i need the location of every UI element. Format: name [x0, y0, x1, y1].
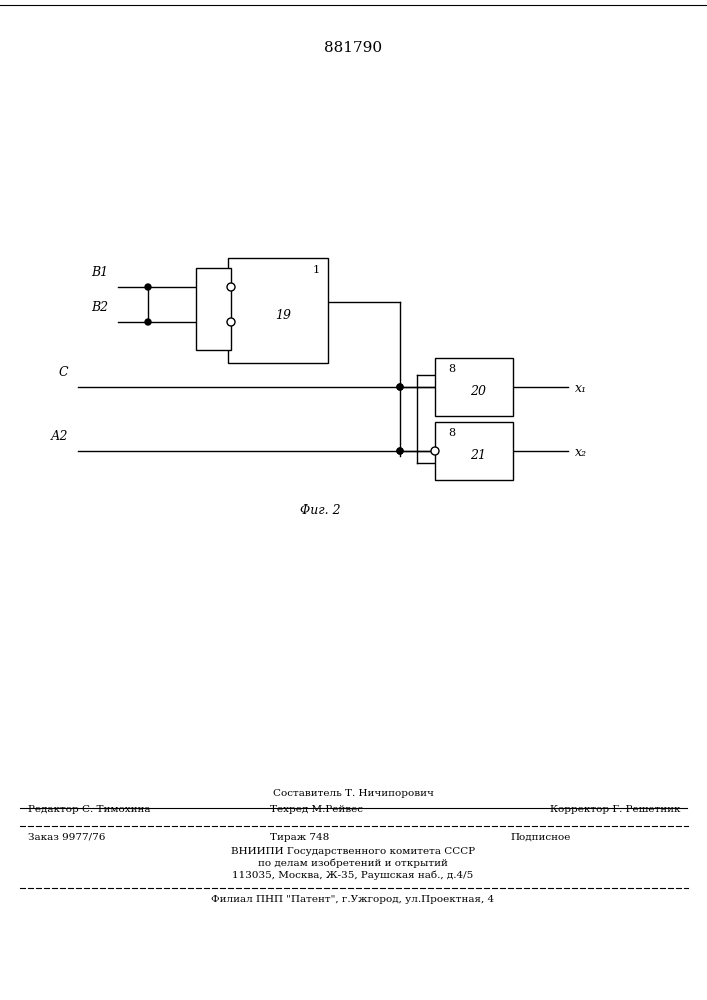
Text: x₂: x₂ — [575, 446, 587, 460]
Text: В2: В2 — [91, 301, 108, 314]
Text: 8: 8 — [449, 428, 456, 438]
Text: Филиал ПНП "Патент", г.Ужгород, ул.Проектная, 4: Филиал ПНП "Патент", г.Ужгород, ул.Проек… — [211, 896, 495, 904]
Text: x₁: x₁ — [575, 382, 587, 395]
Text: 21: 21 — [470, 449, 486, 462]
Text: Корректор Г. Решетник: Корректор Г. Решетник — [549, 806, 680, 814]
Text: Подписное: Подписное — [510, 832, 571, 842]
Bar — [228, 258, 328, 363]
Text: 1: 1 — [312, 265, 320, 275]
Text: В1: В1 — [91, 266, 108, 279]
Text: ВНИИПИ Государственного комитета СССР: ВНИИПИ Государственного комитета СССР — [231, 846, 475, 856]
Text: А2: А2 — [50, 430, 68, 443]
Text: 8: 8 — [449, 364, 456, 374]
Circle shape — [397, 448, 403, 454]
Circle shape — [145, 319, 151, 325]
Text: Техред М.Рейвес: Техред М.Рейвес — [270, 806, 363, 814]
Text: 19: 19 — [275, 309, 291, 322]
Text: 113035, Москва, Ж-35, Раушская наб., д.4/5: 113035, Москва, Ж-35, Раушская наб., д.4… — [233, 870, 474, 880]
Text: 20: 20 — [470, 385, 486, 398]
Bar — [435, 358, 513, 416]
Circle shape — [227, 318, 235, 326]
Text: Редактор С. Тимохина: Редактор С. Тимохина — [28, 806, 151, 814]
Circle shape — [227, 283, 235, 291]
Circle shape — [397, 384, 403, 390]
Circle shape — [431, 447, 439, 455]
Bar — [435, 422, 513, 480]
Text: Составитель Т. Ничипорович: Составитель Т. Ничипорович — [273, 788, 433, 798]
Text: 881790: 881790 — [324, 41, 382, 55]
Text: Тираж 748: Тираж 748 — [270, 832, 329, 842]
Circle shape — [397, 448, 403, 454]
Bar — [196, 268, 231, 350]
Circle shape — [397, 384, 403, 390]
Text: С: С — [59, 366, 68, 379]
Text: по делам изобретений и открытий: по делам изобретений и открытий — [258, 858, 448, 868]
Text: Заказ 9977/76: Заказ 9977/76 — [28, 832, 105, 842]
Text: Φиг. 2: Φиг. 2 — [300, 504, 340, 516]
Circle shape — [145, 284, 151, 290]
